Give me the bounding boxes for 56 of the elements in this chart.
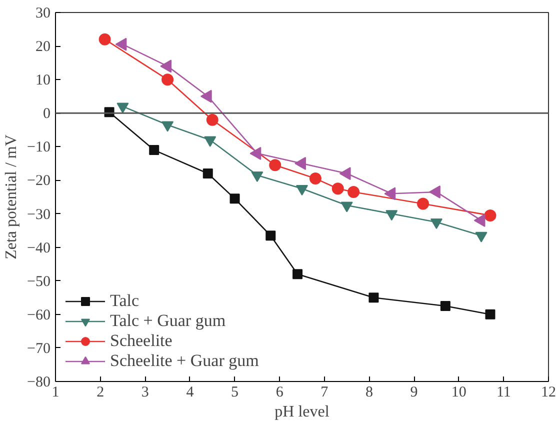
legend-label: Scheelite (110, 331, 172, 351)
x-tick-label: 9 (410, 384, 418, 400)
point (332, 182, 344, 195)
point (98, 33, 111, 46)
y-tick-label: −40 (27, 240, 51, 256)
point (204, 136, 216, 147)
point (417, 198, 430, 210)
y-tick-label: 30 (36, 6, 50, 22)
y-tick-label: −70 (27, 340, 51, 357)
y-tick-label: −80 (27, 374, 51, 390)
legend-label: Scheelite + Guar gum (110, 351, 259, 371)
y-tick-label: 10 (36, 72, 50, 89)
x-tick-label: 10 (451, 384, 466, 400)
y-tick-label: −30 (27, 206, 51, 223)
y-tick-label: −10 (27, 140, 51, 156)
x-tick-label: 12 (541, 384, 556, 400)
point (368, 292, 379, 303)
point (340, 202, 353, 212)
y-tick-label: 0 (43, 106, 50, 122)
x-tick-label: 3 (141, 384, 149, 400)
point (292, 269, 303, 280)
point (202, 168, 213, 179)
point (386, 210, 398, 221)
point (440, 301, 450, 312)
point (475, 232, 488, 242)
x-tick-label: 7 (320, 384, 329, 400)
x-axis-title: pH level (274, 404, 330, 420)
x-tick-label: 2 (96, 384, 104, 400)
point (348, 186, 360, 198)
point (116, 102, 129, 114)
y-tick-label: 20 (36, 39, 50, 56)
y-axis-title: Zeta potential / mV (3, 134, 20, 260)
point (162, 121, 174, 132)
point (266, 230, 276, 241)
point (485, 309, 496, 320)
x-tick-label: 4 (186, 384, 194, 400)
point (430, 218, 442, 230)
y-tick-label: −20 (27, 173, 51, 190)
x-tick-label: 1 (52, 384, 60, 400)
x-tick-label: 8 (365, 384, 373, 400)
legend-label: Talc + Guar gum (110, 311, 226, 331)
x-tick-label: 5 (231, 384, 239, 400)
point (269, 159, 282, 172)
x-tick-label: 6 (276, 384, 284, 400)
point (251, 172, 264, 182)
point (484, 209, 496, 222)
point (206, 114, 218, 126)
point (149, 145, 160, 156)
point (162, 74, 174, 86)
point (296, 184, 308, 196)
x-tick-label: 11 (496, 384, 511, 400)
y-tick-label: −50 (27, 274, 51, 290)
point (230, 194, 240, 204)
legend-label: Talc (110, 291, 140, 311)
y-tick-label: −60 (27, 307, 51, 324)
point (309, 172, 322, 185)
